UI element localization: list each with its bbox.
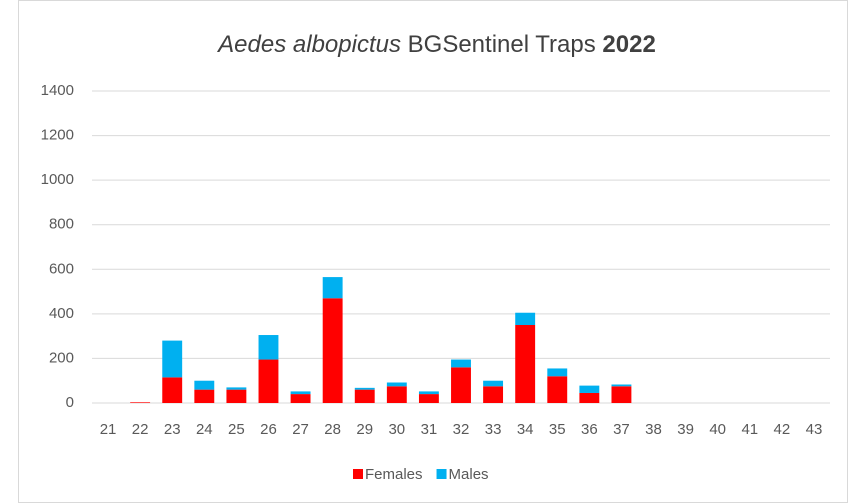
title-text: BGSentinel Traps — [408, 31, 596, 58]
x-tick-label: 35 — [549, 421, 566, 438]
bar-segment — [194, 389, 215, 403]
y-tick-label: 1200 — [41, 127, 74, 144]
x-tick-label: 28 — [324, 421, 341, 438]
y-tick-label: 0 — [66, 394, 74, 411]
x-tick-label: 41 — [741, 421, 758, 438]
x-tick-label: 31 — [421, 421, 438, 438]
bar-segment — [130, 402, 151, 403]
bar-segment — [322, 277, 343, 299]
x-tick-label: 33 — [485, 421, 502, 438]
legend-swatch — [353, 469, 363, 479]
y-tick-label: 600 — [49, 260, 74, 277]
bar-segment — [258, 335, 279, 360]
bar-segment — [226, 387, 247, 390]
bar-segment — [579, 385, 600, 393]
bar-segment — [258, 359, 279, 403]
y-tick-label: 400 — [49, 305, 74, 322]
x-tick-label: 43 — [806, 421, 823, 438]
x-tick-label: 25 — [228, 421, 245, 438]
title-year: 2022 — [602, 31, 655, 58]
bar-segment — [322, 298, 343, 403]
legend-label: Males — [449, 466, 489, 483]
x-tick-label: 29 — [356, 421, 373, 438]
bar-segment — [418, 394, 439, 403]
y-tick-label: 1000 — [41, 171, 74, 188]
legend-label: Females — [365, 466, 423, 483]
bar-segment — [547, 368, 568, 377]
x-tick-label: 21 — [100, 421, 117, 438]
bar-segment — [386, 382, 407, 387]
bar-segment — [162, 377, 183, 403]
bar-segment — [515, 312, 536, 325]
x-tick-label: 27 — [292, 421, 309, 438]
x-tick-label: 32 — [453, 421, 470, 438]
x-tick-label: 38 — [645, 421, 662, 438]
y-tick-label: 800 — [49, 216, 74, 233]
bar-segment — [483, 380, 504, 387]
x-tick-label: 34 — [517, 421, 534, 438]
bar-segment — [290, 394, 311, 403]
x-tick-label: 30 — [388, 421, 405, 438]
legend-swatch — [436, 469, 447, 479]
bar-segment — [290, 391, 311, 395]
title-species: Aedes albopictus — [216, 31, 401, 58]
chart-title: Aedes albopictus BGSentinel Traps 2022 — [216, 31, 656, 58]
bar-segment — [194, 380, 215, 390]
bar-segment — [451, 367, 471, 403]
x-tick-label: 40 — [709, 421, 726, 438]
x-tick-label: 22 — [132, 421, 149, 438]
bar-segment — [451, 359, 471, 368]
bar-segment — [547, 376, 568, 403]
bar-segment — [226, 389, 247, 403]
x-tick-label: 23 — [164, 421, 181, 438]
x-tick-label: 24 — [196, 421, 213, 438]
x-tick-label: 42 — [774, 421, 791, 438]
bar-segment — [418, 391, 439, 395]
bar-segment — [483, 386, 504, 403]
bar-segment — [354, 387, 375, 390]
y-tick-label: 1400 — [41, 82, 74, 99]
x-tick-label: 37 — [613, 421, 630, 438]
chart-frame — [18, 0, 848, 503]
x-tick-label: 26 — [260, 421, 277, 438]
bar-segment — [611, 386, 632, 403]
x-tick-label: 39 — [677, 421, 694, 438]
bar-segment — [579, 392, 600, 403]
bar-segment — [162, 340, 183, 378]
y-tick-label: 200 — [49, 349, 74, 366]
bar-segment — [611, 384, 632, 387]
bar-segment — [354, 389, 375, 403]
bar-segment — [515, 325, 536, 403]
bar-segment — [386, 386, 407, 403]
x-tick-label: 36 — [581, 421, 598, 438]
